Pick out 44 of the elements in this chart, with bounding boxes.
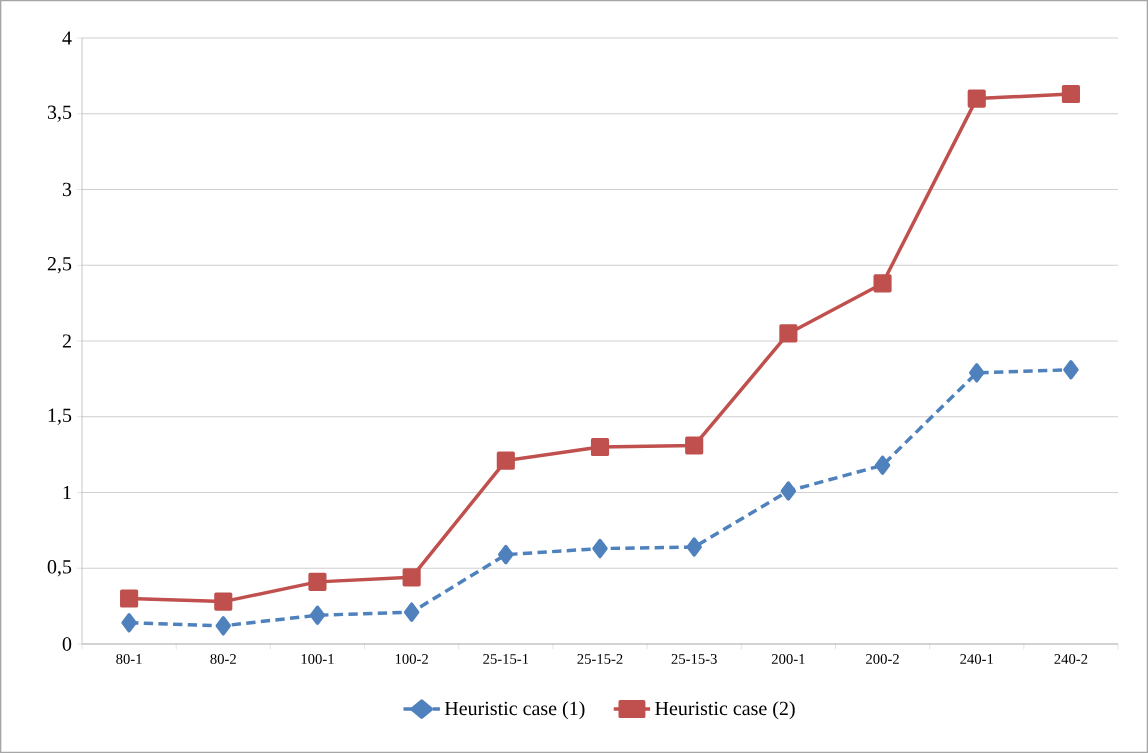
y-tick-label: 2,5 <box>47 257 72 274</box>
point <box>403 602 420 622</box>
x-tick-label: 80-2 <box>210 654 236 664</box>
x-tick-label: 25-15-3 <box>671 654 717 664</box>
x-tick-label: 200-1 <box>771 654 805 664</box>
x-tick-label: 100-1 <box>301 654 334 664</box>
y-tick-label: 3 <box>62 182 72 197</box>
y-tick-label: 4 <box>62 31 72 45</box>
point <box>498 544 514 565</box>
x-tick-label: 200-2 <box>866 654 899 664</box>
x-tick-label: 240-2 <box>1054 654 1088 664</box>
point <box>214 592 233 611</box>
point <box>592 538 608 559</box>
point <box>967 89 986 108</box>
point <box>969 363 985 383</box>
x-tick-label: 80-1 <box>116 654 142 664</box>
point <box>402 568 421 587</box>
point <box>121 613 137 633</box>
y-tick-label: 1,5 <box>48 408 72 425</box>
point <box>120 589 139 608</box>
x-tick-label: 25-15-2 <box>577 654 623 664</box>
x-tick-label: 25-15-1 <box>483 654 529 664</box>
point <box>874 455 891 475</box>
point <box>308 572 327 591</box>
y-tick-label: 3,5 <box>47 105 72 122</box>
point <box>1061 84 1080 104</box>
point <box>590 437 610 457</box>
x-tick-label: 100-2 <box>395 654 428 664</box>
point <box>309 605 326 625</box>
point <box>686 537 702 557</box>
point <box>215 616 232 636</box>
legend-label: Heuristic case (2) <box>655 701 795 720</box>
point <box>779 324 798 343</box>
y-tick-label: 0 <box>62 637 72 651</box>
point <box>780 481 797 501</box>
legend-label: Heuristic case (1) <box>444 701 585 720</box>
point <box>685 436 704 455</box>
x-tick-label: 240-1 <box>960 654 993 664</box>
y-tick-label: 0,5 <box>47 560 72 577</box>
point <box>496 451 515 470</box>
point <box>873 274 892 293</box>
y-tick-label: 1 <box>63 485 71 500</box>
y-tick-label: 2 <box>62 334 71 348</box>
point <box>1063 360 1079 380</box>
